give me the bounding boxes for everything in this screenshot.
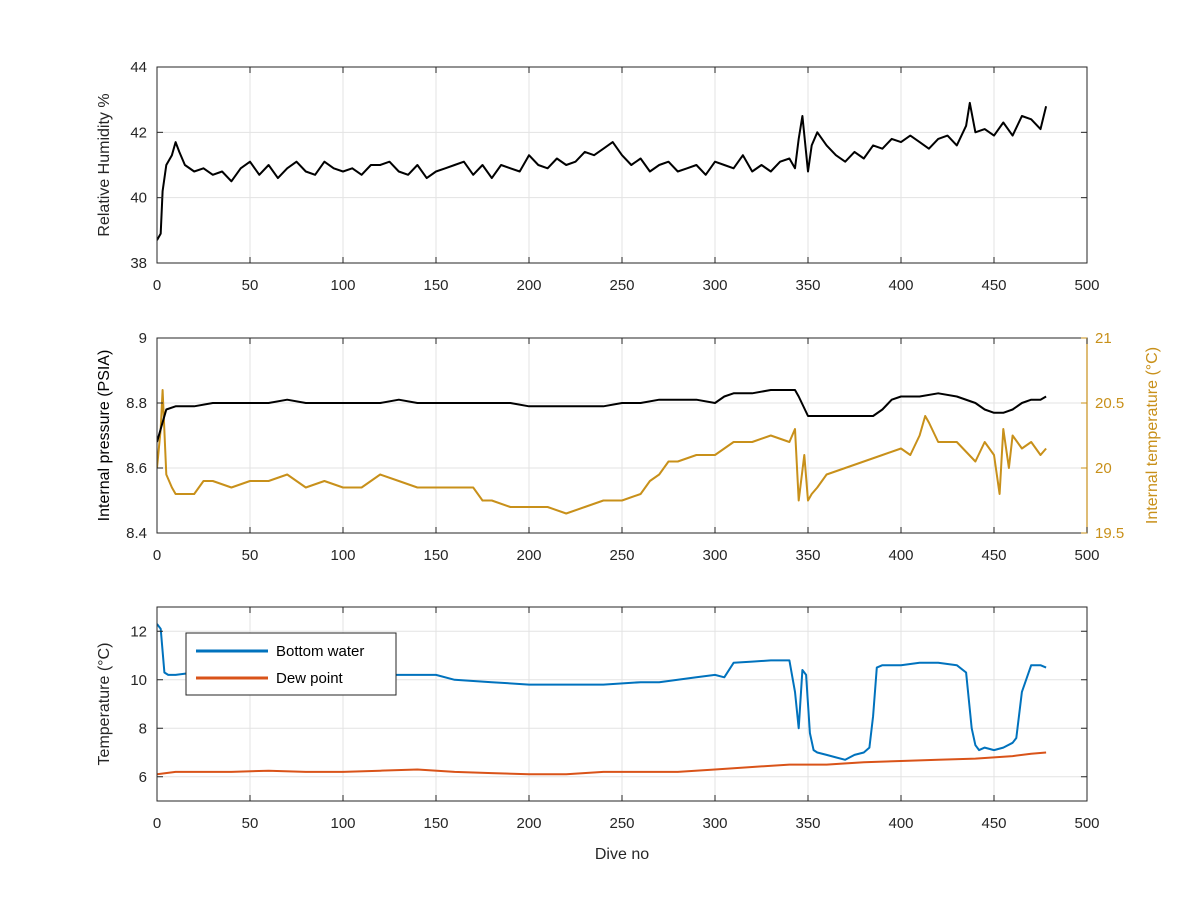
y2-tick-label: 19.5 xyxy=(1095,525,1124,542)
x-tick-label: 100 xyxy=(330,547,355,564)
y-tick-label: 38 xyxy=(130,255,147,272)
y2-axis-label: Internal temperature (°C) xyxy=(1144,347,1161,524)
x-tick-label: 50 xyxy=(242,277,259,294)
x-tick-label: 350 xyxy=(795,547,820,564)
x-tick-label: 500 xyxy=(1074,547,1099,564)
x-tick-label: 150 xyxy=(423,277,448,294)
x-axis-label: Dive no xyxy=(595,846,649,863)
y2-tick-label: 21 xyxy=(1095,330,1112,347)
x-tick-label: 450 xyxy=(981,547,1006,564)
x-tick-label: 200 xyxy=(516,815,541,832)
x-tick-label: 500 xyxy=(1074,815,1099,832)
pressure-temperature-panel: 0 50 100 150 200 250 300 350 400 450 500 8.4 8.6 8.8 9… xyxy=(96,330,1161,564)
series-line-0 xyxy=(157,101,1048,241)
humidity-panel: 0 50 100 150 200 250 300 350 400 450 500 38 40 42 44 Re… xyxy=(96,59,1100,294)
x-tick-label: 400 xyxy=(888,815,913,832)
y-tick-label: 12 xyxy=(130,623,147,640)
series-line-0 xyxy=(157,389,1047,443)
y-tick-label: 8 xyxy=(139,720,147,737)
x-tick-label: 50 xyxy=(242,547,259,564)
legend-box xyxy=(185,632,397,696)
x-tick-label: 450 xyxy=(981,277,1006,294)
y2-tick-label: 20 xyxy=(1095,460,1112,477)
y-tick-label: 40 xyxy=(130,190,147,207)
x-tick-label: 450 xyxy=(981,815,1006,832)
y-axis-label: Temperature (°C) xyxy=(96,643,113,766)
x-tick-label: 400 xyxy=(888,277,913,294)
y-tick-label: 10 xyxy=(130,672,147,689)
y-axis-label: Relative Humidity % xyxy=(96,93,113,236)
x-tick-label: 250 xyxy=(609,547,634,564)
y-tick-label: 8.8 xyxy=(126,395,147,412)
x-tick-label: 150 xyxy=(423,547,448,564)
x-tick-label: 100 xyxy=(330,815,355,832)
x-tick-label: 250 xyxy=(609,815,634,832)
x-tick-label: 300 xyxy=(702,277,727,294)
y-tick-label: 9 xyxy=(139,330,147,347)
x-tick-label: 350 xyxy=(795,815,820,832)
y2-tick-label: 20.5 xyxy=(1095,395,1124,412)
series-line-dew-point xyxy=(157,751,1047,776)
x-tick-label: 300 xyxy=(702,815,727,832)
x-tick-label: 300 xyxy=(702,547,727,564)
x-tick-label: 0 xyxy=(153,547,161,564)
y-tick-label: 44 xyxy=(130,59,147,76)
x-tick-label: 400 xyxy=(888,547,913,564)
y-axis-label: Internal pressure (PSIA) xyxy=(96,350,113,522)
legend-label: Bottom water xyxy=(276,643,364,660)
x-tick-label: 250 xyxy=(609,277,634,294)
x-tick-label: 350 xyxy=(795,277,820,294)
y-tick-label: 6 xyxy=(139,769,147,786)
temperature-panel: 0 50 100 150 200 250 300 350 400 450 500 6 8 10 12 Temp… xyxy=(96,606,1100,863)
x-tick-label: 100 xyxy=(330,277,355,294)
x-tick-label: 0 xyxy=(153,815,161,832)
x-tick-label: 150 xyxy=(423,815,448,832)
y-tick-label: 8.6 xyxy=(126,460,147,477)
series-line-1 xyxy=(157,389,1047,515)
x-tick-label: 200 xyxy=(516,547,541,564)
y-tick-label: 42 xyxy=(130,124,147,141)
legend-label: Dew point xyxy=(276,670,344,687)
y-tick-label: 8.4 xyxy=(126,525,147,542)
x-tick-label: 50 xyxy=(242,815,259,832)
legend: Bottom water Dew point xyxy=(185,632,397,696)
x-tick-label: 200 xyxy=(516,277,541,294)
x-tick-label: 500 xyxy=(1074,277,1099,294)
x-tick-label: 0 xyxy=(153,277,161,294)
